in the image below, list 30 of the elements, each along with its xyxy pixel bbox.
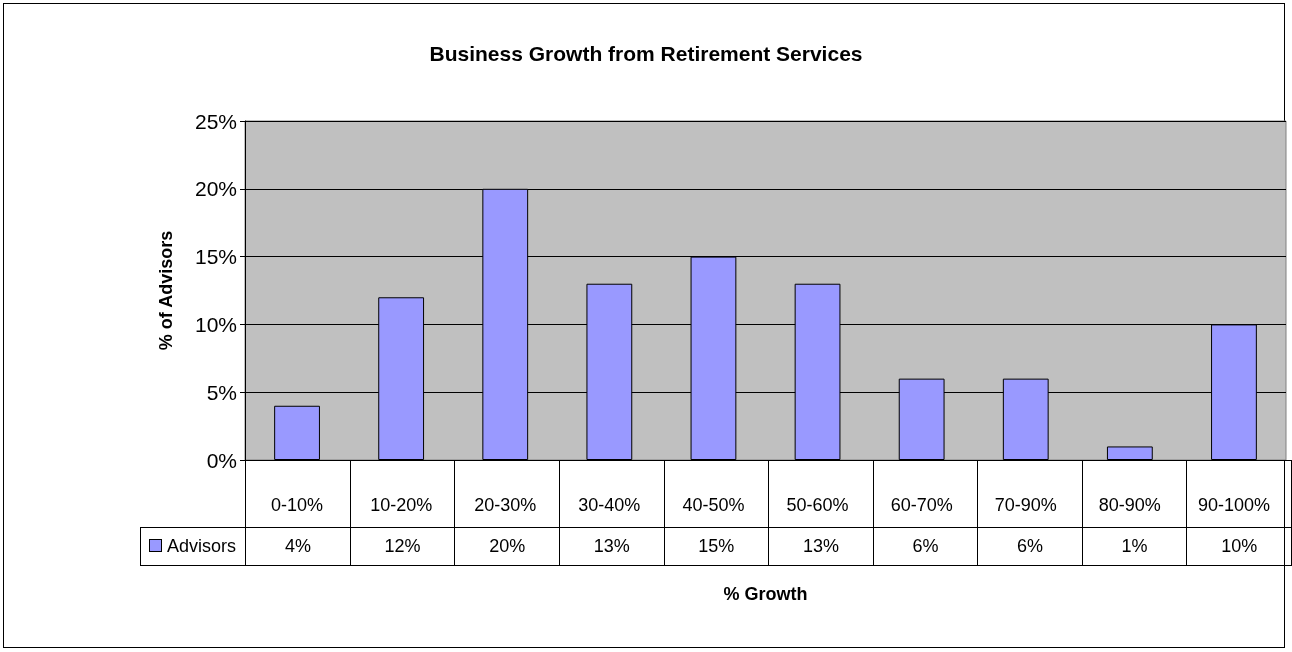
x-tick-label: 40-50%	[682, 495, 745, 515]
data-label: 12%	[350, 527, 455, 566]
y-tick-label: 0%	[206, 448, 237, 472]
data-label: 13%	[768, 527, 874, 566]
x-tick-label: 70-90%	[994, 495, 1057, 515]
x-tick-label: 0-10%	[271, 495, 324, 515]
x-tick-label: 10-20%	[370, 495, 433, 515]
data-label: 1%	[1082, 527, 1187, 566]
data-label: 20%	[454, 527, 560, 566]
x-axis-title: % Growth	[723, 584, 808, 604]
x-tick-label: 90-100%	[1197, 495, 1270, 515]
y-axis-title: % of Advisors	[156, 230, 176, 351]
data-label: 6%	[977, 527, 1083, 566]
data-label: 15%	[664, 527, 769, 566]
x-tick-label: 30-40%	[578, 495, 641, 515]
y-tick-label: 10%	[194, 312, 237, 336]
x-tick-label: 80-90%	[1098, 495, 1161, 515]
data-label: 6%	[873, 527, 978, 566]
x-tick-label: 60-70%	[890, 495, 953, 515]
y-tick-label: 15%	[194, 245, 237, 269]
legend-label: Advisors	[140, 527, 246, 566]
x-tick-label: 20-30%	[474, 495, 537, 515]
x-tick-label: 50-60%	[786, 495, 849, 515]
data-label: 10%	[1186, 527, 1292, 566]
y-tick-label: 20%	[194, 177, 237, 201]
data-label: 4%	[245, 527, 351, 566]
data-label: 13%	[559, 527, 665, 566]
chart-title: Business Growth from Retirement Services	[429, 42, 863, 65]
y-tick-label: 5%	[206, 380, 237, 404]
y-tick-label: 25%	[194, 109, 237, 133]
